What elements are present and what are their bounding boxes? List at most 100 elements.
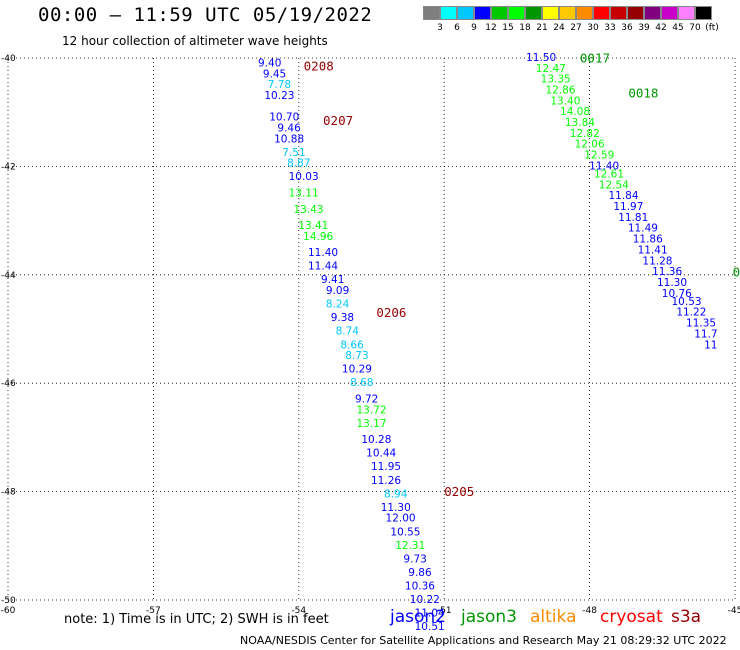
swh-data-point: 11 [704,339,717,351]
swh-data-point: 8.87 [287,158,310,170]
swh-data-point: 9.72 [355,393,378,405]
swh-data-point: 10.29 [342,364,372,376]
y-tick-label: -50 [1,596,16,606]
swh-data-point: 10.23 [264,90,294,102]
swh-data-point: 11.7 [694,328,717,340]
colorbar-cell [423,6,440,20]
swh-data-point: 12.59 [584,150,614,162]
swh-data-point: 9.46 [277,122,301,134]
swh-data-point: 11.50 [526,52,556,64]
swh-data-point: 10.88 [274,133,304,145]
page-subtitle: 12 hour collection of altimeter wave hei… [62,34,328,48]
y-tick-label: -40 [1,54,16,64]
swh-data-point: 7.51 [282,147,305,159]
swh-data-point: 9.38 [331,312,354,324]
satellite-legend-cryosat: cryosat [600,607,663,627]
satellite-legend-s3a: s3a [671,607,702,627]
swh-data-point: 10.22 [410,594,440,606]
swh-data-point: 10.70 [269,112,299,124]
swh-data-point: 13.35 [541,74,571,86]
colorbar-cell [610,6,627,20]
swh-data-point: 8.74 [336,326,360,338]
colorbar-cell [559,6,576,20]
swh-data-point: 9.73 [403,553,426,565]
satellite-legend-jason2: jason2 [390,607,446,627]
swh-data-point: 13.43 [293,204,323,216]
swh-data-point: 13.17 [356,418,386,430]
swh-data-point: 12.47 [536,63,566,75]
swh-data-point: 9.41 [321,274,344,286]
swh-data-point: 11.04 [415,608,445,620]
pass-time-label: 0206 [376,305,406,320]
colorbar-cell [576,6,593,20]
swh-data-point: 11.22 [676,307,706,319]
swh-data-point: 9.45 [263,68,286,80]
pass-time-label: 00 [733,265,740,280]
swh-data-point: 10.44 [366,448,396,460]
swh-data-point: 12.82 [570,128,600,140]
swh-data-point: 12.86 [545,85,575,97]
swh-data-point: 12.54 [599,179,629,191]
satellite-legend-altika: altika [530,607,577,627]
colorbar-cell [678,6,695,20]
swh-data-point: 11.26 [371,475,401,487]
swh-data-point: 9.40 [258,57,281,69]
colorbar-label: 24 [553,23,565,33]
colorbar-cell [627,6,644,20]
x-tick-label: -48 [582,606,597,616]
swh-data-point: 11.28 [642,255,672,267]
colorbar-cell [457,6,474,20]
pass-time-label: 0018 [628,86,658,101]
colorbar-label: 18 [519,23,531,33]
swh-data-point: 13.84 [565,117,595,129]
swh-data-point: 10.51 [415,621,445,633]
colorbar-cell [542,6,559,20]
x-tick-label: -51 [437,606,452,616]
swh-data-point: 11.95 [371,461,401,473]
colorbar-cell [661,6,678,20]
swh-data-point: 10.03 [289,171,319,183]
swh-data-point: 12.61 [594,169,624,181]
colorbar-label: (ft) [705,23,719,33]
swh-data-point: 11.40 [308,247,338,259]
swh-data-point: 13.11 [289,188,319,200]
colorbar-label: 45 [672,23,684,33]
colorbar-cell [695,6,712,20]
swh-data-point: 11.84 [608,190,638,202]
y-tick-label: -46 [1,379,16,389]
swh-data-point: 12.31 [395,540,425,552]
swh-data-point: 11.97 [613,201,643,213]
swh-data-point: 10.55 [390,526,420,538]
colorbar-label: 36 [621,23,633,33]
colorbar-label: 30 [587,23,599,33]
swh-data-point: 11.40 [589,160,619,172]
colorbar-label: 33 [604,23,616,33]
swh-data-point: 14.08 [560,106,590,118]
pass-time-label: 0207 [323,113,353,128]
colorbar-label: 6 [454,23,460,33]
swh-data-point: 8.73 [345,350,368,362]
swh-data-point: 11.36 [652,266,682,278]
swh-data-point: 13.41 [298,220,328,232]
swh-data-point: 8.66 [340,339,364,351]
x-tick-label: -57 [146,606,161,616]
swh-data-point: 11.44 [308,261,338,273]
swh-data-point: 11.49 [628,223,658,235]
footer-credit: NOAA/NESDIS Center for Satellite Applica… [240,634,727,647]
pass-time-label: 0017 [580,51,610,66]
footer-note: note: 1) Time is in UTC; 2) SWH is in fe… [64,612,329,627]
colorbar-cell [440,6,457,20]
swh-data-point: 11.41 [638,244,668,256]
swh-data-point: 8.94 [384,488,408,500]
swh-data-point: 9.86 [408,567,432,579]
swh-data-point: 12.06 [575,139,605,151]
x-tick-label: -45 [728,606,740,616]
swh-data-point: 10.28 [361,434,391,446]
swh-data-point: 9.09 [326,285,349,297]
colorbar-cell [525,6,542,20]
swh-data-point: 14.96 [303,231,333,243]
colorbar-label: 70 [689,23,701,33]
colorbar-label: 39 [638,23,650,33]
swh-data-point: 8.24 [326,299,350,311]
swh-data-point: 13.72 [356,404,386,416]
